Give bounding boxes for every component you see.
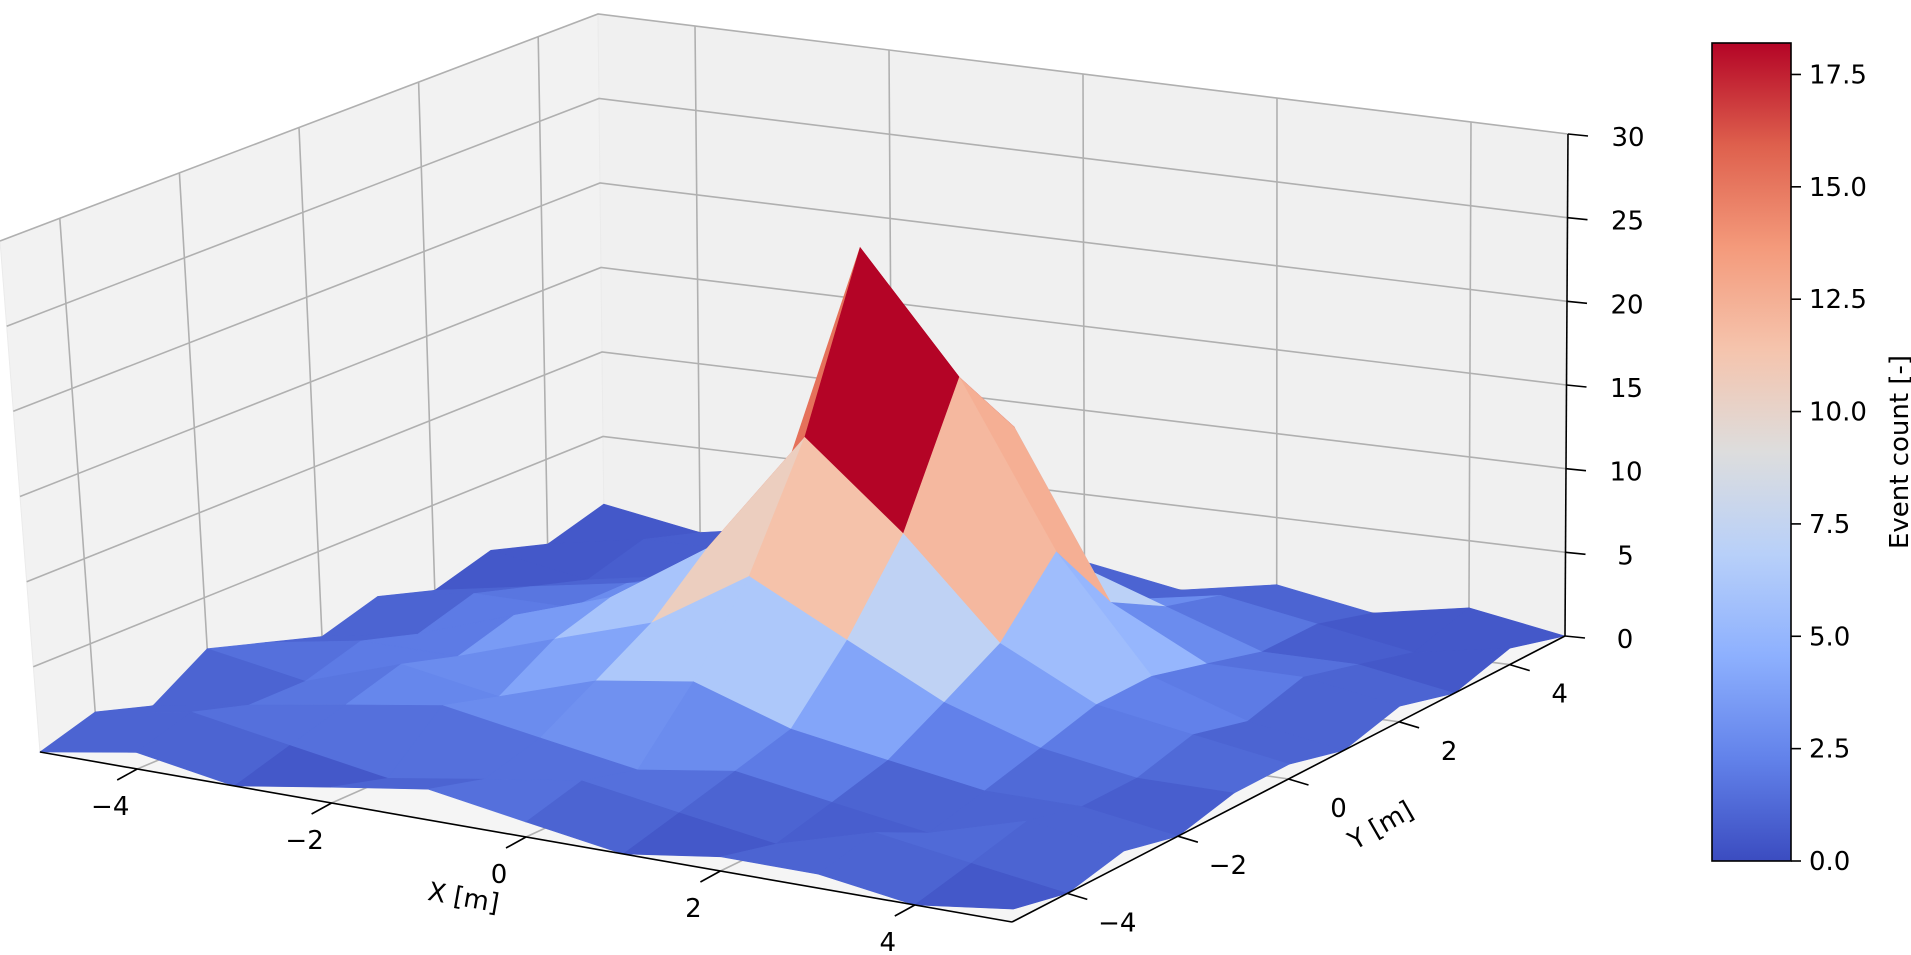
z-tick-label: 30 bbox=[1611, 123, 1644, 153]
colorbar-tick-label: 0.0 bbox=[1809, 847, 1850, 877]
z-tick bbox=[1565, 551, 1586, 556]
grid-line-z bbox=[6, 97, 1568, 327]
z-tick-label: 0 bbox=[1617, 625, 1634, 655]
colorbar-tick-label: 2.5 bbox=[1809, 735, 1850, 765]
z-tick-label: 5 bbox=[1617, 541, 1634, 571]
x-tick-label: 4 bbox=[880, 928, 897, 955]
z-tick bbox=[1564, 635, 1586, 639]
y-tick bbox=[1177, 835, 1199, 843]
x-tick bbox=[311, 802, 332, 815]
x-tick bbox=[505, 836, 527, 849]
colorbar-tick-label: 15.0 bbox=[1809, 173, 1867, 203]
colorbar-tick-label: 12.5 bbox=[1809, 285, 1867, 315]
z-tick bbox=[1566, 384, 1587, 388]
colorbar-tick-label: 10.0 bbox=[1809, 398, 1867, 428]
z-tick bbox=[1567, 216, 1588, 221]
colorbar-ticks: 0.0 2.5 5.0 7.5 10.0 12.5 15.0 17.5 bbox=[1791, 60, 1867, 877]
colorbar-tick-label: 5.0 bbox=[1809, 622, 1850, 652]
colorbar-tick-label: 17.5 bbox=[1809, 60, 1867, 90]
grid-line-z bbox=[19, 266, 1567, 498]
grid-line-z bbox=[0, 13, 1569, 242]
y-tick bbox=[1067, 892, 1088, 901]
y-tick-label: 0 bbox=[1330, 794, 1347, 824]
x-tick-label: 2 bbox=[685, 894, 702, 924]
y-tick-label: −2 bbox=[1209, 851, 1247, 881]
colorbar-label: Event count [-] bbox=[1885, 355, 1911, 549]
z-tick bbox=[1567, 133, 1589, 137]
y-tick-label: 2 bbox=[1441, 737, 1458, 767]
y-axis-label: Y [m] bbox=[1342, 796, 1418, 857]
y-tick-label: −4 bbox=[1098, 908, 1136, 938]
x-tick bbox=[700, 870, 721, 883]
x-tick-label: −4 bbox=[91, 792, 129, 822]
grid-line-z bbox=[26, 351, 1567, 583]
z-tick-label: 25 bbox=[1611, 207, 1644, 237]
colorbar-gradient bbox=[1711, 42, 1792, 862]
y-tick bbox=[1509, 663, 1530, 672]
colorbar: 0.0 2.5 5.0 7.5 10.0 12.5 15.0 17.5 Event count… bbox=[1711, 42, 1911, 877]
x-tick bbox=[116, 768, 138, 781]
x-tick-label: 0 bbox=[491, 860, 508, 890]
grid-line-z bbox=[33, 435, 1566, 668]
z-tick bbox=[1566, 300, 1588, 305]
x-tick-label: −2 bbox=[285, 826, 323, 856]
z-tick-label: 10 bbox=[1609, 458, 1642, 488]
x-tick bbox=[894, 904, 916, 917]
axes-ticks: −4 −2 0 2 4 −4 −2 0 2 4 0 5 10 15 20 25 30 bbox=[91, 123, 1645, 955]
surface-mesh bbox=[39, 246, 1566, 910]
y-tick-label: 4 bbox=[1551, 680, 1568, 710]
z-tick-label: 15 bbox=[1610, 374, 1643, 404]
y-tick bbox=[1288, 778, 1309, 786]
colorbar-tick-label: 7.5 bbox=[1809, 510, 1850, 540]
z-tick-label: 20 bbox=[1610, 290, 1643, 320]
z-tick bbox=[1565, 467, 1587, 472]
y-tick bbox=[1398, 721, 1420, 729]
grid-line-z bbox=[13, 182, 1568, 413]
